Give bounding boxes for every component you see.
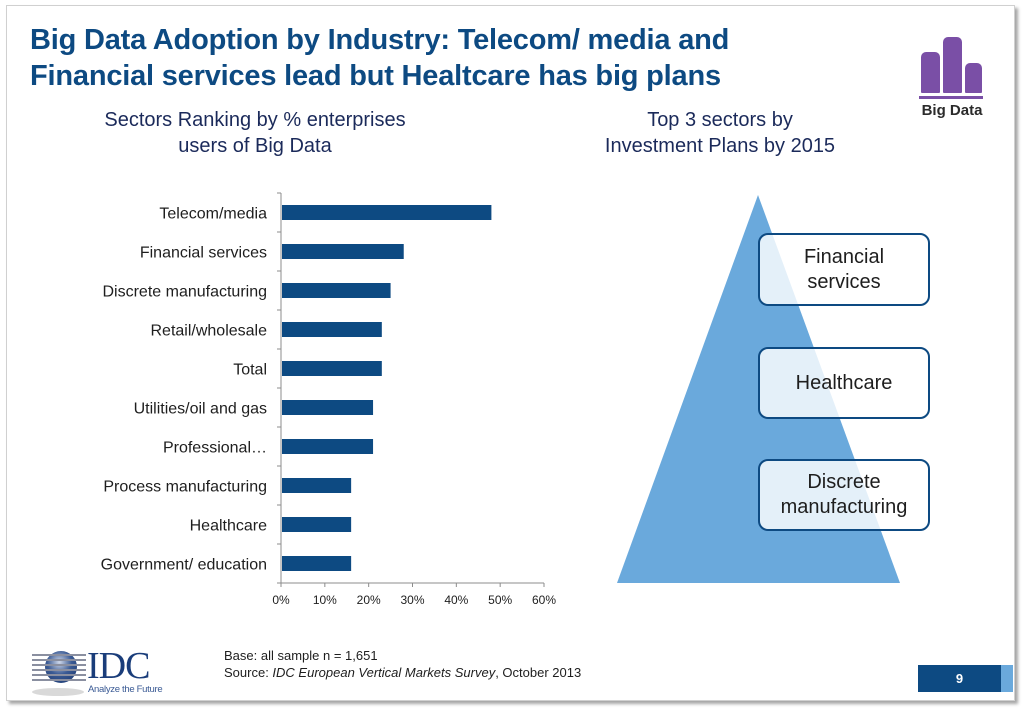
bar bbox=[282, 361, 382, 376]
logo-text: Big Data bbox=[921, 102, 983, 119]
category-label: Utilities/oil and gas bbox=[134, 401, 267, 418]
pyramid-item-healthcare: Healthcare bbox=[758, 347, 930, 419]
pyramid-item-text: Healthcare bbox=[795, 371, 893, 394]
idc-tagline: Analyze the Future bbox=[88, 684, 163, 695]
source-title: IDC European Vertical Markets Survey bbox=[272, 665, 496, 680]
x-tick-label: 30% bbox=[400, 593, 424, 607]
logo-bar-icon bbox=[943, 37, 962, 93]
slide-title: Big Data Adoption by Industry: Telecom/ … bbox=[30, 22, 890, 94]
source-prefix: Source: bbox=[224, 665, 273, 680]
bar bbox=[282, 478, 352, 493]
pyramid-item-text: manufacturing bbox=[780, 496, 908, 518]
pyramid-item-discrete-manufacturing: Discrete manufacturing bbox=[758, 459, 930, 531]
pyramid-item-text: Discrete bbox=[807, 471, 881, 493]
big-data-logo: Big Data bbox=[912, 30, 992, 125]
bar bbox=[282, 517, 352, 532]
page-number: 9 bbox=[918, 665, 1001, 692]
x-tick-label: 40% bbox=[444, 593, 468, 607]
bar-chart-plot: 0% 10% 20% 30% 40% 50% 60% Telecom/media Financi… bbox=[101, 192, 556, 607]
x-tick-label: 10% bbox=[313, 593, 337, 607]
chart-subtitle-line-2: users of Big Data bbox=[178, 135, 332, 157]
logo-bar-icon bbox=[921, 52, 940, 93]
bar bbox=[282, 400, 374, 415]
category-label: Process manufacturing bbox=[103, 479, 267, 496]
title-line-1: Big Data Adoption by Industry: Telecom/ … bbox=[30, 24, 730, 56]
idc-logo-shadow bbox=[32, 688, 84, 696]
source-note: Source: IDC European Vertical Markets Su… bbox=[224, 664, 581, 681]
x-tick-label: 50% bbox=[488, 593, 512, 607]
source-suffix: , October 2013 bbox=[495, 665, 582, 680]
x-tick-label: 60% bbox=[532, 593, 556, 607]
bar bbox=[282, 322, 382, 337]
category-label: Financial services bbox=[140, 245, 267, 262]
logo-stripe bbox=[32, 659, 86, 661]
bar bbox=[282, 556, 352, 571]
bar bbox=[282, 244, 404, 259]
logo-stripe bbox=[32, 664, 86, 666]
category-label: Government/ education bbox=[101, 557, 267, 574]
category-label: Telecom/media bbox=[159, 206, 267, 223]
pyramid-subtitle-line-2: Investment Plans by 2015 bbox=[604, 135, 836, 157]
category-label: Discrete manufacturing bbox=[102, 284, 267, 301]
idc-logo: IDC Analyze the Future bbox=[30, 645, 180, 698]
title-line-2: Financial services lead but Healtcare ha… bbox=[30, 60, 721, 92]
idc-wordmark: IDC bbox=[87, 645, 150, 687]
logo-stripe bbox=[32, 674, 86, 676]
logo-stripe bbox=[32, 654, 86, 656]
category-label: Total bbox=[233, 362, 267, 379]
page-number-stripe bbox=[1001, 665, 1013, 692]
globe-icon bbox=[45, 651, 77, 683]
logo-stripe bbox=[32, 669, 86, 671]
pyramid-subtitle-line-1: Top 3 sectors by bbox=[647, 109, 793, 131]
pyramid-item-financial-services: Financial services bbox=[758, 233, 930, 306]
category-label: Retail/wholesale bbox=[150, 323, 267, 340]
base-note: Base: all sample n = 1,651 bbox=[224, 648, 378, 663]
pyramid-item-text: Financial bbox=[803, 245, 885, 268]
category-label: Professional… bbox=[163, 440, 267, 457]
bar bbox=[282, 205, 492, 220]
x-tick-label: 20% bbox=[357, 593, 381, 607]
logo-bar-icon bbox=[965, 63, 982, 93]
x-tick-label: 0% bbox=[272, 593, 290, 607]
footnote: Base: all sample n = 1,651 Source: IDC E… bbox=[224, 647, 581, 681]
category-label: Healthcare bbox=[190, 518, 267, 535]
chart-subtitle: Sectors Ranking by % enterprises users o… bbox=[60, 107, 450, 159]
pyramid-subtitle: Top 3 sectors by Investment Plans by 201… bbox=[560, 107, 880, 159]
chart-subtitle-line-1: Sectors Ranking by % enterprises bbox=[104, 109, 406, 131]
bar bbox=[282, 439, 374, 454]
bar bbox=[282, 283, 391, 298]
logo-stripe bbox=[32, 679, 86, 681]
pyramid-item-text: services bbox=[807, 270, 881, 293]
logo-baseline bbox=[919, 96, 983, 99]
